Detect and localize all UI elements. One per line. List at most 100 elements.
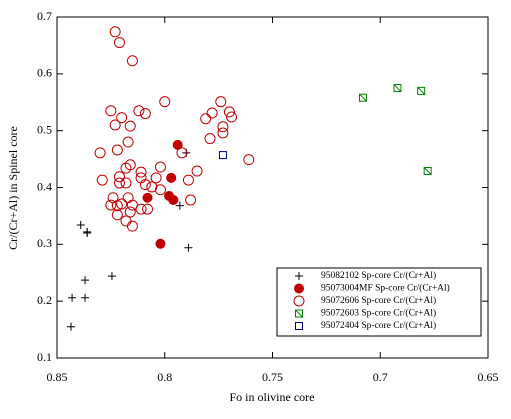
point	[215, 96, 227, 108]
point	[168, 195, 179, 206]
point-shape	[294, 283, 304, 294]
point-shape	[135, 166, 147, 178]
point	[393, 84, 402, 93]
legend-marker	[295, 322, 303, 330]
point-shape	[126, 220, 138, 232]
point-shape	[111, 144, 123, 156]
point-shape	[120, 215, 132, 227]
point-shape	[142, 192, 153, 203]
point	[217, 127, 229, 139]
legend-marker	[295, 309, 303, 318]
x-tick-label: 0.65	[478, 370, 499, 384]
y-tick-label: 0.6	[37, 66, 52, 80]
point-shape	[146, 181, 158, 193]
point-shape	[133, 105, 145, 117]
point	[81, 276, 90, 285]
point	[191, 165, 203, 177]
point-shape	[105, 105, 117, 117]
point-shape	[295, 309, 303, 318]
point	[423, 167, 432, 176]
point	[124, 120, 136, 132]
point	[226, 111, 238, 123]
y-axis-label: Cr/(Cr+Al) in Spinel core	[6, 126, 20, 250]
legend-label: 95072404 Sp-core Cr/(Cr+Al)	[321, 320, 436, 331]
point	[159, 96, 171, 108]
point	[83, 227, 92, 236]
point	[217, 121, 229, 133]
point	[81, 293, 90, 302]
point-shape	[83, 227, 92, 236]
point-shape	[76, 221, 85, 230]
point-shape	[166, 172, 177, 183]
point	[135, 203, 147, 215]
point-shape	[81, 276, 90, 285]
point-shape	[116, 112, 128, 124]
point-shape	[113, 177, 125, 189]
legend-marker	[295, 272, 303, 280]
point	[122, 192, 134, 204]
point-shape	[67, 322, 76, 331]
point-shape	[122, 136, 134, 148]
point-shape	[295, 272, 303, 280]
x-tick-label: 0.75	[262, 370, 283, 384]
point-shape	[120, 162, 132, 174]
point	[142, 203, 154, 215]
point-shape	[96, 174, 108, 186]
point-shape	[393, 84, 402, 93]
point	[122, 136, 134, 148]
point	[111, 144, 123, 156]
point-shape	[142, 203, 154, 215]
point-shape	[217, 127, 229, 139]
point	[184, 243, 193, 252]
point-shape	[223, 106, 235, 118]
point	[139, 179, 151, 191]
point	[126, 220, 138, 232]
point-shape	[159, 96, 171, 108]
point	[185, 194, 197, 206]
point	[120, 215, 132, 227]
legend-marker	[294, 283, 304, 294]
point-shape	[120, 177, 132, 189]
point	[243, 154, 255, 166]
x-axis-label: Fo in olivine core	[230, 390, 315, 404]
point	[113, 177, 125, 189]
point	[105, 199, 117, 211]
point	[124, 206, 136, 218]
point	[176, 147, 188, 159]
y-tick-label: 0.5	[37, 122, 52, 136]
point	[109, 26, 121, 38]
point-shape	[417, 87, 426, 95]
y-tick-label: 0.2	[37, 293, 52, 307]
point-shape	[417, 86, 426, 95]
point	[135, 166, 147, 178]
point-shape	[204, 133, 216, 145]
y-tick-label: 0.3	[37, 236, 52, 250]
point	[172, 139, 183, 150]
point	[223, 106, 235, 118]
point	[67, 322, 76, 331]
point	[142, 192, 153, 203]
point	[139, 108, 151, 120]
point	[166, 172, 177, 183]
legend-label: 95072603 Sp-core Cr/(Cr+Al)	[321, 308, 436, 319]
point-shape	[359, 93, 367, 102]
point	[146, 181, 158, 193]
point-shape	[295, 309, 303, 318]
point	[113, 171, 125, 183]
point	[204, 133, 216, 145]
point	[218, 151, 227, 160]
point	[105, 105, 117, 117]
point-shape	[182, 174, 194, 186]
point	[155, 238, 166, 249]
point-shape	[191, 165, 203, 177]
point	[154, 161, 166, 173]
point	[76, 221, 85, 230]
legend-box	[276, 267, 482, 337]
legend-label: 95073004MF Sp-core Cr/(Cr+Al)	[321, 283, 450, 294]
y-tick-label: 0.7	[37, 9, 52, 23]
point	[359, 93, 368, 102]
x-tick-label: 0.7	[373, 370, 388, 384]
point	[206, 107, 218, 119]
point-shape	[139, 108, 151, 120]
point	[94, 147, 106, 159]
